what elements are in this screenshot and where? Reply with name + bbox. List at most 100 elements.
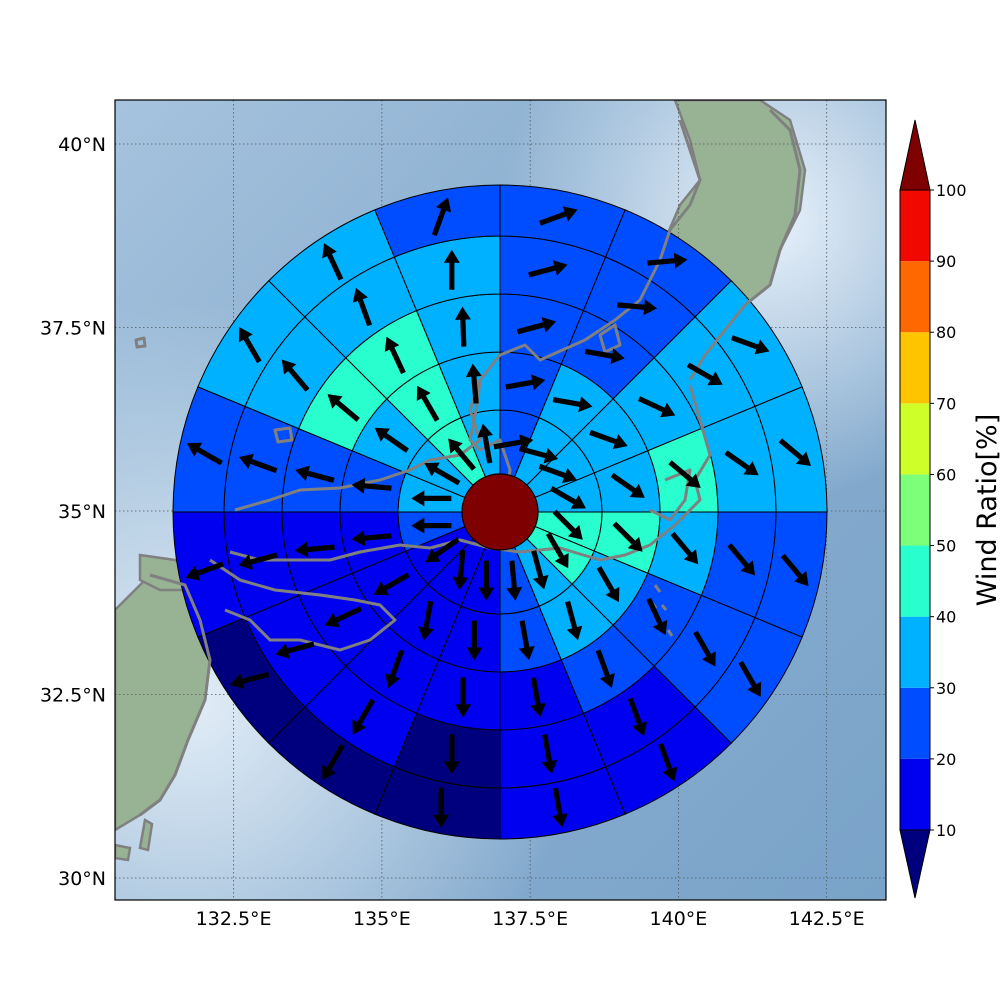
wind-arrow-r2-s12 bbox=[351, 530, 392, 547]
wind-arrow-r1-s16 bbox=[477, 423, 494, 464]
wind-arrow-r4-s3 bbox=[686, 362, 723, 386]
wind-arrow-r1-s1 bbox=[493, 434, 534, 451]
lat-tick-2: 37.5°N bbox=[40, 318, 106, 340]
wind-arrow-r2-s9 bbox=[466, 620, 483, 661]
wind-arrow-r2-s6 bbox=[596, 566, 620, 603]
coastline-honshu-north bbox=[478, 119, 702, 381]
lat-tick-4: 32.5°N bbox=[40, 684, 106, 706]
colorbar-label-70: 70 bbox=[936, 394, 956, 413]
wind-arrow-r1-s15 bbox=[448, 438, 476, 471]
colorbar-segment-6 bbox=[900, 403, 930, 475]
lat-tick-5: 30°N bbox=[58, 868, 106, 890]
wind-arrow-r2-s14 bbox=[374, 427, 409, 453]
wind-arrow-r3-s13 bbox=[295, 465, 335, 483]
plot-frame bbox=[114, 99, 887, 901]
wind-arrow-r2-s2 bbox=[552, 396, 593, 413]
wind-arrow-r4-s2 bbox=[617, 299, 658, 316]
wind-arrow-r1-s9 bbox=[478, 560, 495, 601]
wind-arrow-r4-s4 bbox=[724, 450, 759, 476]
wind-arrow-r5-s8 bbox=[552, 787, 568, 828]
wind-arrow-r2-s3 bbox=[589, 429, 628, 450]
wind-arrow-r3-s4 bbox=[668, 460, 701, 488]
wind-arrow-r4-s16 bbox=[443, 249, 460, 290]
land-tanegashima bbox=[138, 818, 154, 852]
wind-arrow-r1-s10 bbox=[452, 550, 469, 591]
colorbar-extend-high bbox=[899, 119, 931, 191]
colorbar-title: Wind Ratio[%] bbox=[972, 414, 1000, 606]
wind-arrow-r3-s3 bbox=[637, 396, 676, 418]
colorbar-label-10: 10 bbox=[936, 821, 956, 840]
wind-arrow-r5-s6 bbox=[738, 660, 762, 697]
wind-arrow-r5-s1 bbox=[539, 206, 578, 226]
wind-arrow-r2-s10 bbox=[418, 600, 434, 641]
wind-arrow-r4-s1 bbox=[528, 260, 568, 278]
map-plot-area bbox=[115, 100, 886, 900]
colorbar-segment-9 bbox=[900, 190, 930, 262]
colorbar-segment-2 bbox=[900, 687, 930, 759]
lon-tick-4: 140°E bbox=[650, 908, 708, 930]
wind-arrow-r5-s12 bbox=[185, 561, 224, 581]
colorbar-label-100: 100 bbox=[936, 181, 967, 200]
coastline-honshu-east bbox=[599, 384, 712, 562]
latitude-tick-labels: 40°N 37.5°N 35°N 32.5°N 30°N bbox=[40, 134, 106, 890]
wind-arrow-r2-s13 bbox=[351, 477, 392, 494]
longitude-tick-labels: 132.5°E 135°E 137.5°E 140°E 142.5°E bbox=[196, 908, 865, 930]
wind-arrow-r3-s11 bbox=[324, 606, 363, 628]
wind-arrow-r4-s6 bbox=[693, 630, 716, 667]
colorbar-extend-low bbox=[899, 829, 931, 899]
wind-arrow-r3-s10 bbox=[385, 649, 405, 688]
colorbar-label-20: 20 bbox=[936, 750, 956, 769]
wind-arrow-r4-s12 bbox=[238, 552, 278, 570]
center-calm-disc bbox=[461, 473, 539, 551]
lat-tick-1: 40°N bbox=[58, 134, 106, 156]
coastline-kyushu bbox=[139, 573, 212, 817]
wind-arrow-r2-s16 bbox=[465, 363, 482, 404]
wind-arrow-r5-s13 bbox=[186, 442, 223, 466]
wind-arrow-r3-s5 bbox=[670, 531, 699, 565]
wind-arrow-r3-s15 bbox=[384, 336, 406, 375]
wind-arrow-r3-s14 bbox=[327, 394, 360, 422]
wind-arrow-r4-s8 bbox=[541, 734, 558, 774]
wind-arrow-r3-s2 bbox=[584, 348, 625, 364]
colorbar-labels: 10 20 30 40 50 60 70 80 90 100 bbox=[936, 181, 967, 840]
colorbar-segment-4 bbox=[900, 545, 930, 617]
wind-arrow-r3-s7 bbox=[595, 649, 615, 688]
wind-arrow-r1-s11 bbox=[425, 537, 460, 563]
wind-arrow-r3-s8 bbox=[530, 677, 546, 718]
wind-arrow-r2-s4 bbox=[610, 472, 645, 498]
wind-arrow-r1-s2 bbox=[518, 446, 559, 464]
wind-arrow-r2-s5 bbox=[612, 521, 643, 552]
coastline-honshu-north-east bbox=[688, 108, 802, 381]
wind-arrow-r4-s7 bbox=[627, 697, 648, 737]
wind-arrow-r3-s9 bbox=[455, 677, 472, 718]
lon-tick-5: 142.5°E bbox=[789, 908, 865, 930]
colorbar-label-90: 90 bbox=[936, 252, 956, 271]
colorbar-frame bbox=[899, 189, 931, 831]
wind-arrow-r1-s6 bbox=[545, 532, 569, 569]
wind-arrow-r1-s12 bbox=[411, 517, 452, 534]
wind-arrow-r3-s12 bbox=[294, 541, 335, 558]
wind-arrow-r4-s13 bbox=[238, 453, 278, 474]
wind-arrow-r5-s15 bbox=[322, 243, 344, 281]
colorbar-segment-1 bbox=[900, 758, 930, 830]
colorbar-segment-8 bbox=[900, 261, 930, 333]
wind-arrow-r5-s9 bbox=[433, 787, 450, 828]
wind-arrow-r1-s5 bbox=[552, 509, 583, 540]
wind-arrow-r5-s7 bbox=[658, 743, 678, 782]
lon-tick-3: 137.5°E bbox=[492, 908, 568, 930]
wind-arrow-r1-s13 bbox=[411, 490, 452, 507]
wind-arrow-r2-s8 bbox=[518, 620, 535, 661]
wind-arrow-r1-s8 bbox=[506, 560, 523, 601]
colorbar-segment-7 bbox=[900, 332, 930, 404]
lat-tick-3: 35°N bbox=[58, 501, 106, 523]
coastline-honshu-south bbox=[229, 538, 601, 562]
wind-arrow-r3-s16 bbox=[454, 306, 471, 347]
wind-arrow-r1-s4 bbox=[550, 486, 586, 509]
coastline-shikoku bbox=[209, 558, 397, 652]
wind-arrow-r4-s10 bbox=[352, 698, 376, 735]
wind-arrow-r5-s4 bbox=[778, 438, 812, 467]
lon-tick-2: 135°E bbox=[353, 908, 411, 930]
wind-arrow-r4-s5 bbox=[727, 543, 756, 576]
wind-arrow-r1-s7 bbox=[531, 550, 549, 590]
